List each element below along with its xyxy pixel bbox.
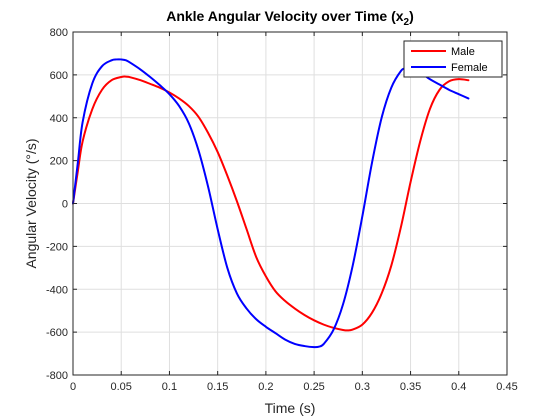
ticks: 0 0.05 0.1 0.15 0.2 0.25 0.3 0.35 0.4 0.45 -800 -60… <box>46 27 518 393</box>
x-tick-label: 0.25 <box>303 381 324 393</box>
legend-label-female: Female <box>451 62 488 74</box>
series-line-male <box>72 75 470 332</box>
x-tick-label: 0.4 <box>451 381 466 393</box>
legend-label-male: Male <box>451 46 475 58</box>
y-axis-label: Angular Velocity (°/s) <box>23 138 39 268</box>
x-axis-label: Time (s) <box>265 400 316 416</box>
y-tick-label: 200 <box>50 156 68 168</box>
chart-title-suffix: ) <box>409 8 414 24</box>
x-tick-label: 0.05 <box>111 381 132 393</box>
chart-title-main: Ankle Angular Velocity over Time (x <box>166 8 404 24</box>
y-tick-label: -800 <box>46 370 68 382</box>
x-tick-label: 0.2 <box>258 381 273 393</box>
x-tick-label: 0.1 <box>162 381 177 393</box>
y-tick-label: 400 <box>50 113 68 125</box>
x-tick-label: 0.3 <box>355 381 370 393</box>
series-layer <box>72 58 470 349</box>
x-tick-label: 0.35 <box>400 381 421 393</box>
x-tick-label: 0 <box>70 381 76 393</box>
series-line-female <box>72 58 470 349</box>
x-tick-label: 0.15 <box>207 381 228 393</box>
y-tick-label: -200 <box>46 241 68 253</box>
chart-title: Ankle Angular Velocity over Time (x2) <box>166 8 414 28</box>
y-tick-label: 600 <box>50 70 68 82</box>
y-tick-label: 0 <box>62 199 68 211</box>
chart-title-subscript: 2 <box>404 17 410 28</box>
legend: Male Female <box>403 40 503 78</box>
y-tick-label: -600 <box>46 327 68 339</box>
grid <box>73 32 507 375</box>
y-tick-label: -400 <box>46 284 68 296</box>
legend-box <box>403 40 503 78</box>
x-tick-label: 0.45 <box>496 381 517 393</box>
y-tick-label: 800 <box>50 27 68 39</box>
